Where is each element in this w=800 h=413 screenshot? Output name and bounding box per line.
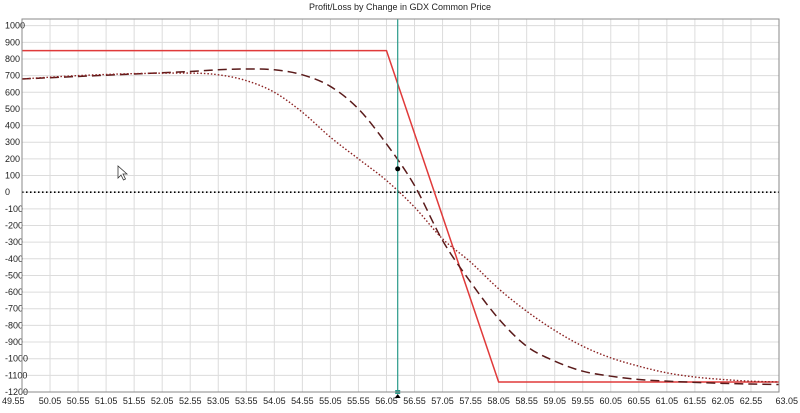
current-pnl-marker xyxy=(395,166,401,172)
y-tick-label: 900 xyxy=(5,37,20,47)
mouse-pointer-icon xyxy=(117,165,129,181)
x-tick-label: 62.55 xyxy=(740,396,763,406)
cursor-triangle-icon xyxy=(394,394,401,398)
x-tick-label: 49.55 xyxy=(2,396,25,406)
x-tick-label: 59.05 xyxy=(543,396,566,406)
y-tick-label: -1100 xyxy=(5,370,27,380)
x-tick-label: 54.55 xyxy=(291,396,314,406)
chart-title: Profit/Loss by Change in GDX Common Pric… xyxy=(309,2,491,12)
x-tick-label: 51.05 xyxy=(95,396,118,406)
y-tick-label: -1000 xyxy=(5,354,28,364)
expiration-pnl-line xyxy=(22,49,779,383)
x-tick-label: 52.55 xyxy=(179,396,202,406)
x-tick-label: 58.55 xyxy=(515,396,538,406)
x-axis-ticks: 49.55 50.05 50.55 51.05 51.55 52.05 52.55 53.05… xyxy=(2,396,798,406)
x-tick-label: 55.05 xyxy=(319,396,342,406)
y-tick-label: -200 xyxy=(5,220,23,230)
y-tick-label: 400 xyxy=(5,121,20,131)
x-tick-label: 63.05 xyxy=(775,396,798,406)
y-tick-label: -500 xyxy=(5,270,23,280)
x-tick-label: 50.05 xyxy=(39,396,62,406)
x-tick-label: 55.55 xyxy=(347,396,370,406)
y-tick-label: -100 xyxy=(5,204,23,214)
x-tick-label: 62.05 xyxy=(712,396,735,406)
y-tick-label: -900 xyxy=(5,337,23,347)
y-tick-label: 1000 xyxy=(5,21,25,31)
x-tick-label: 56.55 xyxy=(403,396,426,406)
x-tick-label: 51.55 xyxy=(123,396,146,406)
x-tick-label: 61.05 xyxy=(656,396,679,406)
y-tick-label: -1200 xyxy=(5,387,28,397)
y-tick-label: 100 xyxy=(5,171,20,181)
y-tick-label: -700 xyxy=(5,304,23,314)
x-tick-label: 52.05 xyxy=(151,396,174,406)
x-tick-label: 60.05 xyxy=(600,396,623,406)
y-tick-label: 800 xyxy=(5,54,20,64)
y-tick-label: -600 xyxy=(5,287,23,297)
y-tick-label: -400 xyxy=(5,254,23,264)
y-tick-label: 200 xyxy=(5,154,20,164)
y-axis-ticks: 10009008007006005004003002001000-100-200… xyxy=(5,21,28,397)
dashed-pnl-curve xyxy=(21,68,780,386)
mouse-pointer-group xyxy=(117,165,129,181)
x-tick-label: 58.05 xyxy=(487,396,510,406)
x-tick-label: 61.55 xyxy=(684,396,707,406)
y-tick-label: 500 xyxy=(5,104,20,114)
y-tick-label: 0 xyxy=(5,187,10,197)
y-tick-label: -800 xyxy=(5,320,23,330)
x-tick-label: 56.05 xyxy=(375,396,398,406)
y-tick-label: 600 xyxy=(5,87,20,97)
x-tick-label: 53.05 xyxy=(207,396,230,406)
x-tick-label: 50.55 xyxy=(67,396,90,406)
y-tick-label: -300 xyxy=(5,237,23,247)
y-tick-label: 700 xyxy=(5,71,20,81)
plot-frame xyxy=(21,18,780,393)
x-tick-label: 59.55 xyxy=(571,396,594,406)
x-tick-label: 54.05 xyxy=(263,396,286,406)
x-tick-label: 53.55 xyxy=(235,396,258,406)
y-tick-label: 300 xyxy=(5,137,20,147)
x-tick-label: 60.55 xyxy=(628,396,651,406)
dotted-pnl-curve xyxy=(21,72,780,383)
x-tick-label: 57.05 xyxy=(431,396,454,406)
series-group xyxy=(21,49,780,386)
grid xyxy=(21,19,780,393)
x-tick-label: 57.55 xyxy=(459,396,482,406)
